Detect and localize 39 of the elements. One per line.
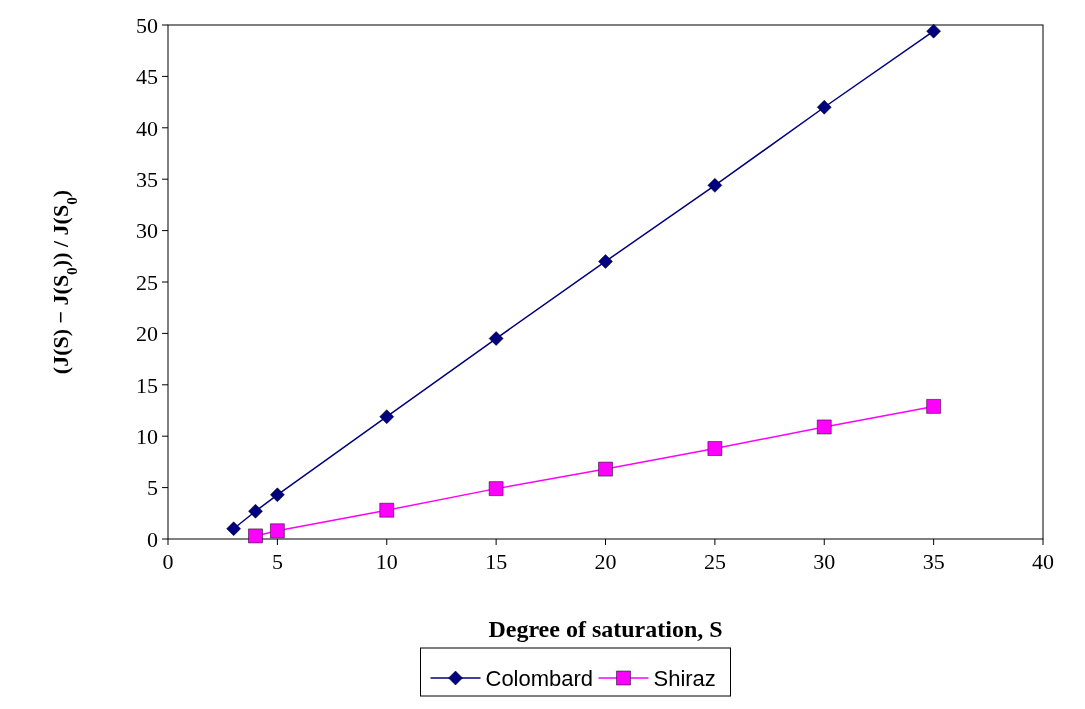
x-tick-label: 25 — [703, 549, 726, 574]
x-tick-label: 40 — [1032, 549, 1054, 574]
x-axis-title: Degree of saturation, S — [488, 616, 723, 642]
point — [488, 331, 504, 346]
point — [488, 481, 504, 496]
y-tick-label: 30 — [136, 218, 158, 244]
y-tick-label: 10 — [136, 423, 158, 449]
y-tick-label: 50 — [136, 12, 158, 38]
point — [379, 502, 394, 518]
y-tick-label: 25 — [136, 269, 158, 295]
point — [926, 23, 941, 39]
point — [226, 521, 241, 536]
y-tick-label: 45 — [136, 64, 158, 90]
point — [817, 419, 832, 435]
y-tick-label: 0 — [147, 526, 158, 552]
point — [270, 523, 285, 539]
y-tick-label: 5 — [147, 475, 158, 501]
x-tick-label: 5 — [271, 549, 283, 574]
y-tick-label: 20 — [136, 321, 158, 347]
point — [248, 503, 263, 519]
point — [707, 441, 723, 456]
legend-label: Shiraz — [653, 665, 716, 691]
point — [707, 178, 723, 193]
x-tick-label: 30 — [813, 549, 836, 574]
y-tick-label: 35 — [136, 166, 158, 192]
x-tick-label: 20 — [594, 549, 617, 574]
point — [926, 399, 941, 414]
legend-label: Colombard — [485, 665, 594, 691]
x-tick-label: 15 — [485, 549, 508, 574]
point — [817, 99, 832, 115]
point — [270, 487, 285, 503]
y-tick-label: 40 — [136, 115, 158, 141]
point — [598, 254, 613, 269]
point — [248, 528, 263, 544]
x-tick-label: 10 — [375, 549, 398, 574]
y-tick-label: 15 — [136, 372, 158, 398]
point — [379, 409, 394, 424]
point — [598, 461, 613, 477]
x-tick-label: 35 — [922, 549, 945, 574]
